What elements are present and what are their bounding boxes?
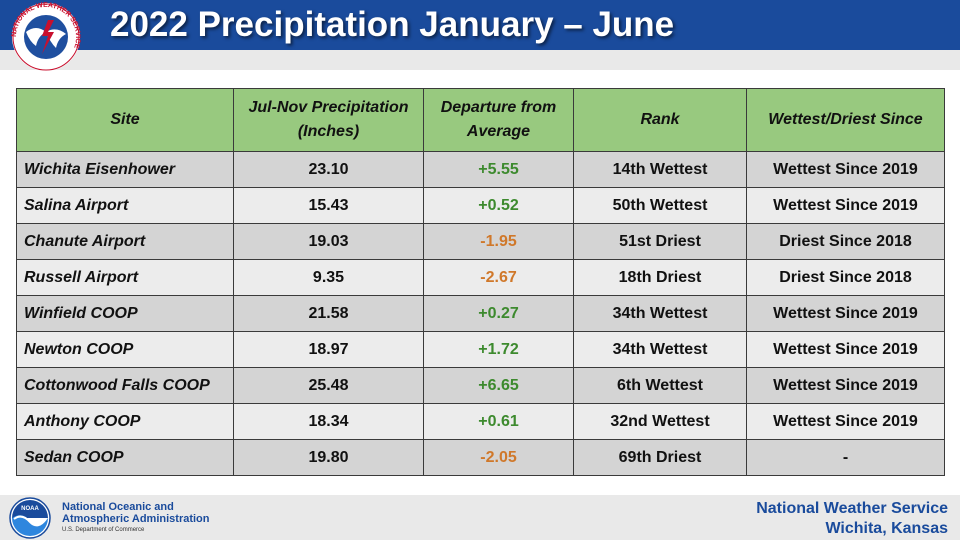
cell-departure: +0.61 [423, 403, 574, 440]
table-header-row: Site Jul-Nov Precipitation (Inches) Depa… [16, 88, 945, 152]
precipitation-table: Site Jul-Nov Precipitation (Inches) Depa… [16, 88, 945, 476]
office-name-line1: National Weather Service [756, 500, 948, 517]
cell-rank: 34th Wettest [573, 295, 747, 332]
cell-rank: 69th Driest [573, 439, 747, 476]
cell-rank: 34th Wettest [573, 331, 747, 368]
cell-rank: 51st Driest [573, 223, 747, 260]
cell-rank: 6th Wettest [573, 367, 747, 404]
cell-precip: 25.48 [233, 367, 424, 404]
cell-rank: 14th Wettest [573, 151, 747, 188]
cell-departure: +1.72 [423, 331, 574, 368]
cell-since: Wettest Since 2019 [746, 295, 945, 332]
cell-since: Driest Since 2018 [746, 223, 945, 260]
cell-precip: 9.35 [233, 259, 424, 296]
table-row: Winfield COOP 21.58 +0.27 34th Wettest W… [16, 295, 945, 332]
header-bar [0, 0, 960, 50]
header-rule [0, 50, 960, 70]
table-row: Sedan COOP 19.80 -2.05 69th Driest - [16, 439, 945, 476]
cell-site: Russell Airport [16, 259, 234, 296]
cell-rank: 18th Driest [573, 259, 747, 296]
cell-rank: 50th Wettest [573, 187, 747, 224]
cell-site: Anthony COOP [16, 403, 234, 440]
cell-departure: -2.67 [423, 259, 574, 296]
svg-text:NOAA: NOAA [21, 506, 39, 512]
office-name: National Weather Service Wichita, Kansas [756, 499, 948, 539]
noaa-agency-name: National Oceanic and Atmospheric Adminis… [62, 501, 210, 535]
table-row: Newton COOP 18.97 +1.72 34th Wettest Wet… [16, 331, 945, 368]
cell-site: Newton COOP [16, 331, 234, 368]
cell-precip: 21.58 [233, 295, 424, 332]
cell-precip: 19.03 [233, 223, 424, 260]
cell-rank: 32nd Wettest [573, 403, 747, 440]
cell-departure: +6.65 [423, 367, 574, 404]
cell-departure: +0.52 [423, 187, 574, 224]
table-row: Anthony COOP 18.34 +0.61 32nd Wettest We… [16, 403, 945, 440]
cell-site: Wichita Eisenhower [16, 151, 234, 188]
table-row: Salina Airport 15.43 +0.52 50th Wettest … [16, 187, 945, 224]
cell-site: Sedan COOP [16, 439, 234, 476]
cell-since: - [746, 439, 945, 476]
page-title: 2022 Precipitation January – June [110, 5, 675, 44]
cell-site: Salina Airport [16, 187, 234, 224]
cell-since: Wettest Since 2019 [746, 403, 945, 440]
column-header-precipitation: Jul-Nov Precipitation (Inches) [233, 88, 424, 152]
office-location: Wichita, Kansas [825, 520, 948, 537]
column-header-since: Wettest/Driest Since [746, 88, 945, 152]
cell-since: Wettest Since 2019 [746, 151, 945, 188]
cell-precip: 18.34 [233, 403, 424, 440]
cell-since: Wettest Since 2019 [746, 331, 945, 368]
column-header-site: Site [16, 88, 234, 152]
noaa-name-line1: National Oceanic and [62, 501, 174, 513]
table-row: Wichita Eisenhower 23.10 +5.55 14th Wett… [16, 151, 945, 188]
cell-since: Driest Since 2018 [746, 259, 945, 296]
noaa-department: U.S. Department of Commerce [62, 527, 145, 533]
cell-site: Winfield COOP [16, 295, 234, 332]
table-row: Russell Airport 9.35 -2.67 18th Driest D… [16, 259, 945, 296]
cell-precip: 18.97 [233, 331, 424, 368]
column-header-rank: Rank [573, 88, 747, 152]
footer-bar [0, 495, 960, 540]
table-row: Chanute Airport 19.03 -1.95 51st Driest … [16, 223, 945, 260]
cell-precip: 15.43 [233, 187, 424, 224]
cell-precip: 23.10 [233, 151, 424, 188]
cell-since: Wettest Since 2019 [746, 187, 945, 224]
noaa-logo-icon: NOAA [9, 497, 51, 539]
cell-precip: 19.80 [233, 439, 424, 476]
cell-site: Chanute Airport [16, 223, 234, 260]
cell-since: Wettest Since 2019 [746, 367, 945, 404]
cell-departure: -2.05 [423, 439, 574, 476]
nws-logo-icon: NATIONAL WEATHER SERVICE [11, 2, 81, 71]
column-header-departure: Departure from Average [423, 88, 574, 152]
table-row: Cottonwood Falls COOP 25.48 +6.65 6th We… [16, 367, 945, 404]
cell-site: Cottonwood Falls COOP [16, 367, 234, 404]
noaa-name-line2: Atmospheric Administration [62, 513, 210, 525]
cell-departure: +5.55 [423, 151, 574, 188]
cell-departure: -1.95 [423, 223, 574, 260]
cell-departure: +0.27 [423, 295, 574, 332]
precipitation-table-container: Site Jul-Nov Precipitation (Inches) Depa… [16, 88, 945, 476]
